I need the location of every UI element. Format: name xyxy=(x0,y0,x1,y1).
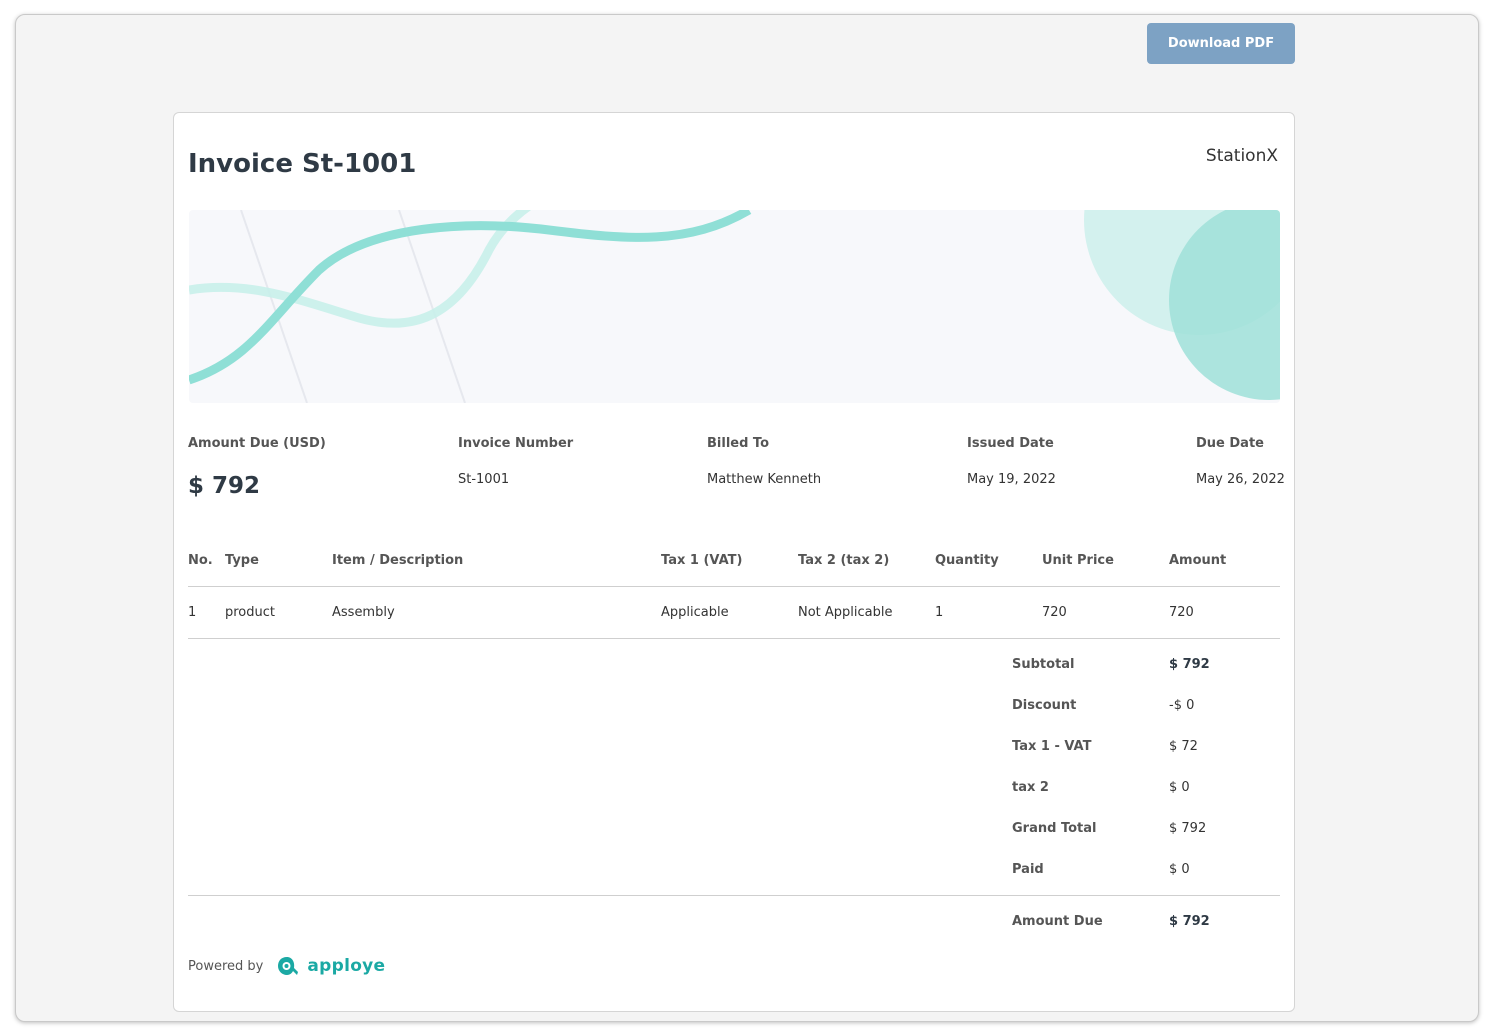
col-header-amount: Amount xyxy=(1169,553,1227,568)
summary-tax2-label: tax 2 xyxy=(1012,780,1049,795)
col-header-unit-price: Unit Price xyxy=(1042,553,1114,568)
cell-item: Assembly xyxy=(332,605,395,620)
issued-date-value: May 19, 2022 xyxy=(967,472,1056,487)
issued-date-label: Issued Date xyxy=(967,436,1054,451)
company-name: StationX xyxy=(1205,146,1278,166)
summary-amount-due-value: $ 792 xyxy=(1169,914,1210,929)
cell-quantity: 1 xyxy=(935,605,944,620)
table-row-divider xyxy=(188,638,1280,639)
col-header-tax1: Tax 1 (VAT) xyxy=(661,553,743,568)
billed-to-label: Billed To xyxy=(707,436,769,451)
summary-tax1-value: $ 72 xyxy=(1169,739,1198,754)
summary-amount-due-label: Amount Due xyxy=(1012,914,1103,929)
cell-unit-price: 720 xyxy=(1042,605,1067,620)
summary-grand-total-value: $ 792 xyxy=(1169,821,1207,836)
billed-to-value: Matthew Kenneth xyxy=(707,472,822,487)
col-header-quantity: Quantity xyxy=(935,553,999,568)
amount-due-label: Amount Due (USD) xyxy=(188,436,326,451)
summary-grand-total-label: Grand Total xyxy=(1012,821,1097,836)
powered-by-footer: Powered by apploye xyxy=(188,956,385,976)
summary-subtotal-value: $ 792 xyxy=(1169,657,1210,672)
cell-type: product xyxy=(225,605,276,620)
cell-amount: 720 xyxy=(1169,605,1194,620)
invoice-banner xyxy=(189,210,1280,403)
cell-no: 1 xyxy=(188,605,197,620)
summary-tax1-label: Tax 1 - VAT xyxy=(1012,739,1092,754)
invoice-number-label: Invoice Number xyxy=(458,436,574,451)
amount-due-value: $ 792 xyxy=(188,473,261,499)
col-header-no: No. xyxy=(188,553,213,568)
summary-paid-value: $ 0 xyxy=(1169,862,1190,877)
invoice-number-value: St-1001 xyxy=(458,472,510,487)
cell-tax2: Not Applicable xyxy=(798,605,893,620)
cell-tax1: Applicable xyxy=(661,605,729,620)
due-date-value: May 26, 2022 xyxy=(1196,472,1285,487)
powered-by-label: Powered by xyxy=(188,958,264,974)
col-header-tax2: Tax 2 (tax 2) xyxy=(798,553,890,568)
summary-tax2-value: $ 0 xyxy=(1169,780,1190,795)
summary-discount-label: Discount xyxy=(1012,698,1077,713)
summary-discount-value: -$ 0 xyxy=(1169,698,1195,713)
invoice-card: Invoice St-1001 StationX Amount Due (USD… xyxy=(173,112,1295,1012)
col-header-type: Type xyxy=(225,553,259,568)
due-date-label: Due Date xyxy=(1196,436,1264,451)
col-header-item: Item / Description xyxy=(332,553,464,568)
summary-subtotal-label: Subtotal xyxy=(1012,657,1075,672)
app-window: Download PDF Invoice St-1001 StationX Am… xyxy=(15,14,1479,1022)
invoice-title: Invoice St-1001 xyxy=(188,149,417,179)
download-pdf-button[interactable]: Download PDF xyxy=(1147,23,1295,64)
apploye-logo-icon xyxy=(277,956,299,976)
table-header-divider xyxy=(188,586,1280,587)
apploye-brand[interactable]: apploye xyxy=(307,956,386,976)
summary-paid-label: Paid xyxy=(1012,862,1044,877)
summary-divider xyxy=(188,895,1280,896)
